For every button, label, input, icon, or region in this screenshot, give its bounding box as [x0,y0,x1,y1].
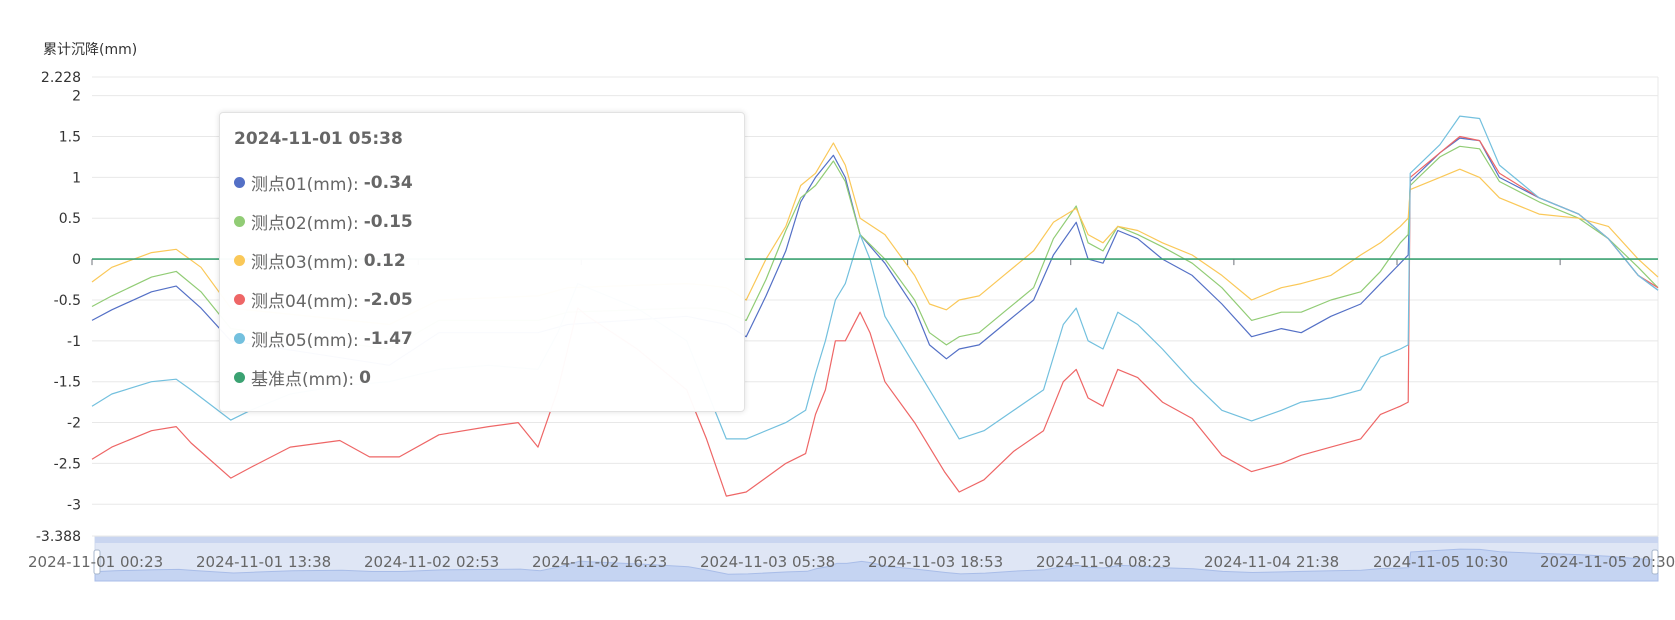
x-tick-label: 2024-11-04 21:38 [1204,553,1339,571]
zoom-handle-left[interactable] [93,549,101,575]
tooltip-series-label: 基准点(mm): [251,370,355,390]
x-tick-label: 2024-11-02 02:53 [364,553,499,571]
y-tick-label: 2.228 [41,70,81,86]
tooltip-title: 2024-11-01 05:38 [234,129,403,149]
y-tick-label: -0.5 [54,293,81,309]
x-tick-label: 2024-11-04 08:23 [1036,553,1171,571]
legend-dot-icon [234,216,245,227]
zoom-preview-area [94,548,1659,582]
x-tick-label: 2024-11-05 10:30 [1373,553,1508,571]
tooltip-series-label: 测点03(mm): [251,253,359,273]
y-tick-label: 0 [72,252,81,268]
legend-dot-icon [234,372,245,383]
x-tick-label: 2024-11-01 13:38 [196,553,331,571]
tooltip-series-value: -0.15 [363,211,413,232]
y-tick-label: 0.5 [59,211,81,227]
data-zoom-slider[interactable] [93,536,1659,582]
tooltip-series-label: 测点05(mm): [251,331,359,351]
tooltip-series-value: 0.12 [363,250,406,271]
chart-tooltip: 2024-11-01 05:38 测点01(mm): -0.34 测点02(mm):… [219,112,745,412]
zoom-handle-right[interactable] [1651,549,1659,575]
legend-dot-icon [234,255,245,266]
series-line-4 [91,135,1659,497]
zoom-top-bar [95,537,1658,543]
tooltip-row: 测点01(mm): -0.34 [234,163,730,202]
legend-dot-icon [234,333,245,344]
y-tick-label: -3 [67,497,81,513]
y-tick-label: -1.5 [54,375,81,391]
tooltip-series-label: 测点04(mm): [251,292,359,312]
tooltip-row: 测点04(mm): -2.05 [234,280,730,319]
x-tick-label: 2024-11-01 00:23 [28,553,163,571]
x-tick-label: 2024-11-05 20:30 [1540,553,1675,571]
tooltip-series-label: 测点01(mm): [251,175,359,195]
tooltip-series-value: -0.34 [363,172,413,193]
x-tick-label: 2024-11-03 05:38 [700,553,835,571]
y-tick-label: 2 [72,89,81,105]
tooltip-series-label: 测点02(mm): [251,214,359,234]
tooltip-row: 测点05(mm): -1.47 [234,319,730,358]
y-tick-label: -2.5 [54,456,81,472]
x-tick-label: 2024-11-02 16:23 [532,553,667,571]
y-tick-label: -3.388 [36,529,81,545]
tooltip-series-value: 0 [359,367,371,388]
legend-dot-icon [234,294,245,305]
tooltip-row: 基准点(mm): 0 [234,358,730,397]
y-tick-label: 1.5 [59,130,81,146]
y-tick-label: -2 [67,416,81,432]
tooltip-row: 测点03(mm): 0.12 [234,241,730,280]
tooltip-series-value: -1.47 [363,328,413,349]
x-axis-labels: 2024-11-01 00:23 2024-11-01 13:38 2024-11-… [28,553,1675,571]
y-tick-label: 1 [72,170,81,186]
y-axis-labels: 2.228 2 1.5 1 0.5 0 -0.5 -1 -1.5 -2 -2.5 -3 -3.388 [36,70,81,545]
tooltip-row: 测点02(mm): -0.15 [234,202,730,241]
tooltip-series-value: -2.05 [363,289,413,310]
grid-lines [92,76,1659,537]
y-axis-title: 累计沉降(mm) [43,42,137,58]
y-tick-label: -1 [67,334,81,350]
x-tick-label: 2024-11-03 18:53 [868,553,1003,571]
legend-dot-icon [234,177,245,188]
